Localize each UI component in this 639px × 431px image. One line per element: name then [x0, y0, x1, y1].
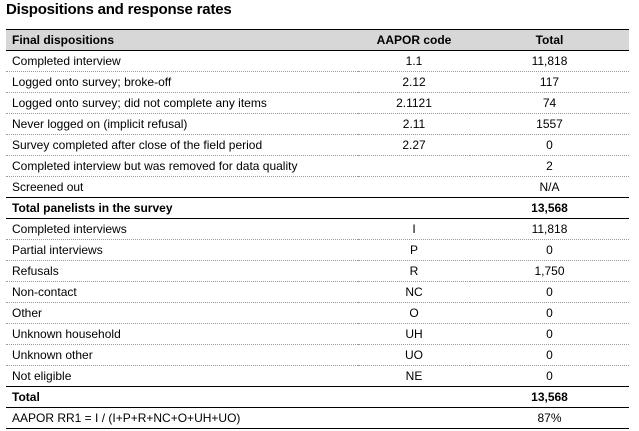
table-row: Other O 0 [6, 302, 629, 324]
header-total: Total [535, 33, 564, 47]
disposition-label: Logged onto survey; did not complete any… [6, 92, 358, 114]
disposition-label: Screened out [6, 176, 358, 198]
aapor-code: UO [358, 344, 470, 366]
header-final-dispositions: Final dispositions [12, 33, 115, 47]
disposition-label: Never logged on (implicit refusal) [6, 113, 358, 135]
aapor-code: 2.27 [358, 134, 470, 156]
total-value: 0 [470, 134, 629, 156]
disposition-label: Completed interview but was removed for … [6, 155, 358, 177]
total-value: 2 [470, 155, 629, 177]
table-row: Survey completed after close of the fiel… [6, 134, 629, 156]
aapor-code: I [358, 218, 470, 240]
header-aapor-code: AAPOR code [376, 33, 452, 47]
disposition-label: Other [6, 302, 358, 324]
aapor-code [358, 197, 470, 219]
disposition-label: Completed interviews [6, 218, 358, 240]
aapor-code [358, 176, 470, 198]
total-value: 1557 [470, 113, 629, 135]
total-row: Total 13,568 [6, 386, 629, 408]
table-header-row: Final dispositions AAPOR code Total [6, 29, 629, 51]
table-row: Refusals R 1,750 [6, 260, 629, 282]
page-title: Dispositions and response rates [6, 1, 232, 18]
aapor-code: 2.1121 [358, 92, 470, 114]
total-value: 11,818 [470, 218, 629, 240]
table-row: Never logged on (implicit refusal) 2.11 … [6, 113, 629, 135]
aapor-code: 1.1 [358, 50, 470, 72]
disposition-label: Refusals [6, 260, 358, 282]
aapor-code: 2.11 [358, 113, 470, 135]
total-value: 0 [470, 323, 629, 345]
total-panelists-label: Total panelists in the survey [6, 197, 358, 219]
aapor-code [358, 155, 470, 177]
total-panelists-value: 13,568 [470, 197, 629, 219]
response-rate-value: 87% [470, 407, 629, 429]
table-row: Screened out N/A [6, 176, 629, 198]
aapor-code [358, 407, 470, 429]
total-value: 11,818 [470, 50, 629, 72]
disposition-label: Unknown other [6, 344, 358, 366]
table-row: Completed interview 1.1 11,818 [6, 50, 629, 72]
table-row: Completed interview but was removed for … [6, 155, 629, 177]
disposition-label: Completed interview [6, 50, 358, 72]
table-row: Not eligible NE 0 [6, 365, 629, 387]
total-value: 74 [470, 92, 629, 114]
total-value: 1,750 [470, 260, 629, 282]
disposition-label: Not eligible [6, 365, 358, 387]
aapor-code: O [358, 302, 470, 324]
aapor-code: UH [358, 323, 470, 345]
disposition-label: Non-contact [6, 281, 358, 303]
table-row: Unknown other UO 0 [6, 344, 629, 366]
aapor-code: P [358, 239, 470, 261]
total-value: 0 [470, 302, 629, 324]
table-row: Unknown household UH 0 [6, 323, 629, 345]
aapor-code: 2.12 [358, 71, 470, 93]
disposition-label: Logged onto survey; broke-off [6, 71, 358, 93]
total-value: N/A [470, 176, 629, 198]
total-value: 0 [470, 239, 629, 261]
disposition-label: Unknown household [6, 323, 358, 345]
aapor-code: NC [358, 281, 470, 303]
table-row: Completed interviews I 11,818 [6, 218, 629, 240]
total-value: 0 [470, 281, 629, 303]
table-row: Logged onto survey; broke-off 2.12 117 [6, 71, 629, 93]
aapor-code [358, 386, 470, 408]
response-rate-row: AAPOR RR1 = I / (I+P+R+NC+O+UH+UO) 87% [6, 407, 629, 429]
total-value: 0 [470, 344, 629, 366]
response-rate-label: AAPOR RR1 = I / (I+P+R+NC+O+UH+UO) [6, 407, 358, 429]
aapor-code: R [358, 260, 470, 282]
total-value: 117 [470, 71, 629, 93]
total-label: Total [6, 386, 358, 408]
dispositions-table: Final dispositions AAPOR code Total Comp… [6, 29, 629, 429]
table-row: Logged onto survey; did not complete any… [6, 92, 629, 114]
aapor-code: NE [358, 365, 470, 387]
table-row: Partial interviews P 0 [6, 239, 629, 261]
total-value: 13,568 [470, 386, 629, 408]
table-row: Non-contact NC 0 [6, 281, 629, 303]
total-value: 0 [470, 365, 629, 387]
disposition-label: Survey completed after close of the fiel… [6, 134, 358, 156]
disposition-label: Partial interviews [6, 239, 358, 261]
total-panelists-row: Total panelists in the survey 13,568 [6, 197, 629, 219]
